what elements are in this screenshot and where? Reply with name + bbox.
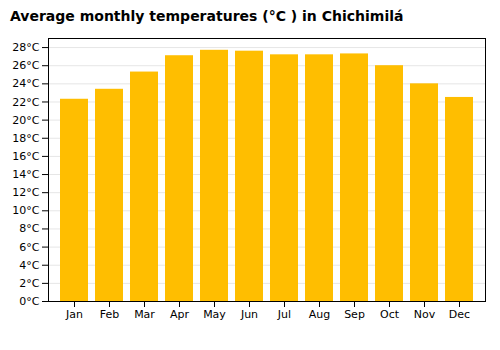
svg-text:8°C: 8°C: [19, 222, 39, 235]
svg-text:26°C: 26°C: [12, 59, 39, 72]
svg-text:18°C: 18°C: [12, 132, 39, 145]
svg-text:14°C: 14°C: [12, 168, 39, 181]
svg-text:Jun: Jun: [240, 308, 258, 321]
svg-text:20°C: 20°C: [12, 114, 39, 127]
svg-text:6°C: 6°C: [19, 241, 39, 254]
svg-text:Aug: Aug: [309, 308, 330, 321]
svg-text:Apr: Apr: [170, 308, 190, 321]
svg-text:0°C: 0°C: [19, 295, 39, 308]
svg-text:12°C: 12°C: [12, 186, 39, 199]
svg-text:Mar: Mar: [134, 308, 155, 321]
svg-text:Jul: Jul: [277, 308, 291, 321]
svg-text:Feb: Feb: [100, 308, 119, 321]
svg-text:28°C: 28°C: [12, 41, 39, 54]
svg-text:24°C: 24°C: [12, 77, 39, 90]
svg-text:May: May: [203, 308, 226, 321]
svg-text:Nov: Nov: [414, 308, 436, 321]
svg-text:Sep: Sep: [344, 308, 365, 321]
svg-text:4°C: 4°C: [19, 259, 39, 272]
svg-text:10°C: 10°C: [12, 204, 39, 217]
html-text:Average monthly temperatures (: Average monthly temperatures (°C ) in Ch…: [10, 8, 404, 24]
svg-text:Oct: Oct: [380, 308, 400, 321]
svg-text:16°C: 16°C: [12, 150, 39, 163]
svg-text:2°C: 2°C: [19, 277, 39, 290]
svg-text:Jan: Jan: [65, 308, 83, 321]
svg-text:Dec: Dec: [449, 308, 470, 321]
svg-text:22°C: 22°C: [12, 96, 39, 109]
